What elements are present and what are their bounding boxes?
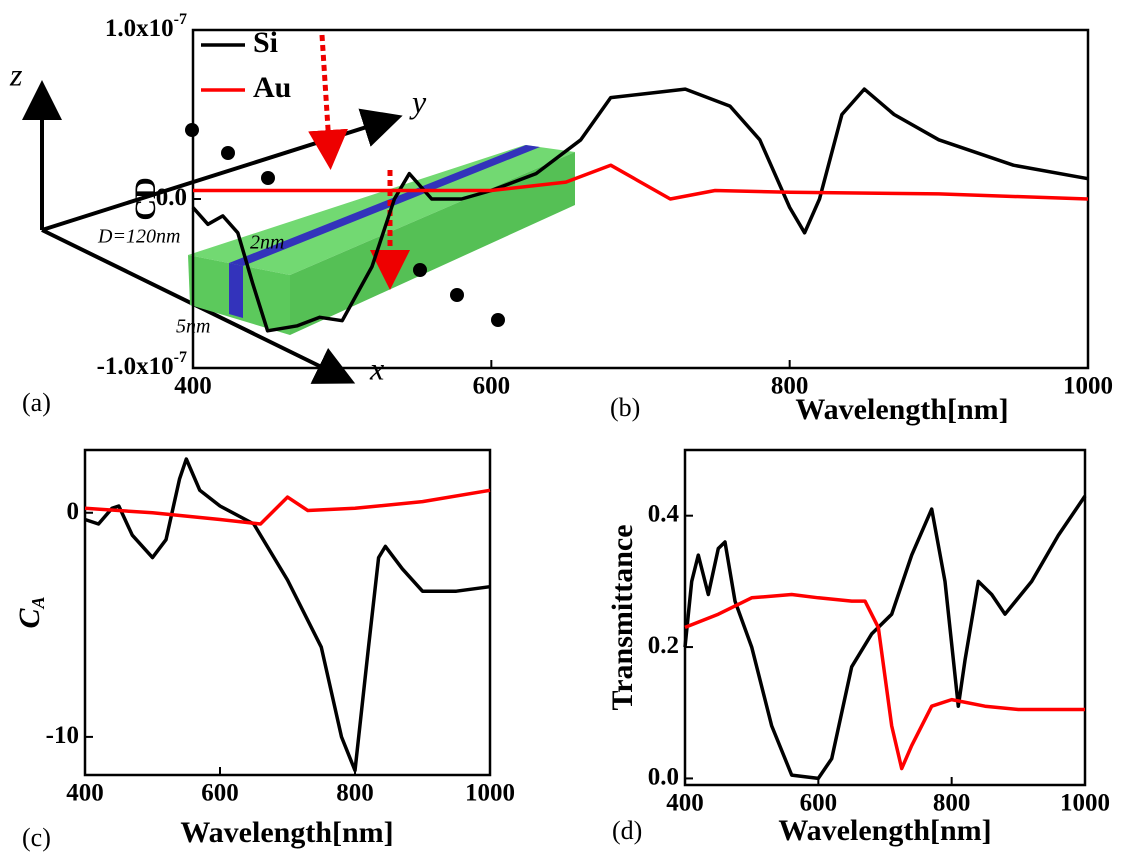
y-axis-title: CA	[13, 596, 48, 628]
y-tick-label: 0.2	[648, 632, 679, 659]
x-tick-label: 400	[174, 373, 212, 400]
dimension-label: D=120nm	[97, 226, 180, 248]
data-line	[193, 163, 1089, 201]
x-tick-label: 600	[800, 790, 838, 817]
panel-label: (c)	[22, 823, 51, 852]
dots	[185, 123, 505, 327]
tick-text: -10	[46, 722, 79, 749]
y-tick-label: 0	[67, 497, 80, 524]
y-tick-label: 0.0	[156, 184, 187, 211]
panel-label: (b)	[610, 393, 640, 422]
y-axis-title-text: CD	[129, 177, 162, 220]
incident-arrow	[308, 34, 349, 170]
x-axis-title: Wavelength[nm]	[180, 816, 393, 849]
tick-text: 0.0	[648, 763, 679, 790]
y-tick-label: 1.0x10-7	[105, 11, 187, 42]
x-axis-title: Wavelength[nm]	[795, 393, 1008, 426]
x-tick-label: 1000	[1063, 373, 1113, 400]
y-tick-label: -1.0x10-7	[97, 349, 187, 380]
y-tick-label: -10	[46, 722, 79, 749]
legend-label: Si	[253, 26, 278, 59]
gap-front	[229, 263, 243, 318]
x-tick-label: 800	[771, 373, 809, 400]
data-line	[683, 495, 1087, 781]
axis-label: y	[409, 83, 427, 119]
x-tick-label: 800	[336, 780, 374, 807]
data-line	[84, 488, 491, 526]
x-tick-label: 800	[933, 790, 971, 817]
y-tick-label: 0.0	[648, 763, 679, 790]
x-tick-label: 1000	[1060, 790, 1110, 817]
plot-frame	[83, 448, 492, 777]
axis-label: z	[9, 56, 23, 92]
plot-frame	[683, 448, 1087, 787]
tick-text: 0.0	[156, 184, 187, 211]
panel-label: (a)	[22, 388, 51, 417]
data-line	[84, 457, 491, 773]
y-axis-title: Transmittance	[606, 524, 639, 710]
gap-top	[229, 145, 540, 266]
panel-label: (d)	[612, 816, 642, 845]
tick-text: -1.0x10	[97, 353, 174, 380]
tick-exponent: -7	[174, 349, 187, 366]
y-tick-label: 0.4	[648, 500, 680, 527]
x-tick-label: 600	[201, 780, 239, 807]
y-axis-title-subscript: A	[28, 596, 48, 609]
x-tick-label: 400	[66, 780, 104, 807]
tick-text: 0	[67, 497, 80, 524]
x-axis-title: Wavelength[nm]	[778, 814, 991, 847]
y-axis-title: CD	[129, 177, 162, 220]
tick-text: 1.0x10	[105, 15, 174, 42]
legend-label: Au	[253, 71, 291, 104]
data-line	[684, 592, 1085, 771]
tick-exponent: -7	[174, 11, 187, 28]
tick-text: 0.4	[648, 500, 680, 527]
x-tick-label: 1000	[465, 780, 515, 807]
data-line	[191, 87, 1089, 333]
x-tick-label: 400	[666, 790, 704, 817]
dimension-label: 2nm	[250, 232, 284, 254]
y-axis-title-text: Transmittance	[606, 524, 639, 710]
y-axis-title-text: C	[13, 608, 46, 629]
x-tick-label: 600	[473, 373, 511, 400]
diagram: z y x D=120nm 2nm 5nm	[9, 34, 575, 386]
tick-text: 0.2	[648, 632, 679, 659]
